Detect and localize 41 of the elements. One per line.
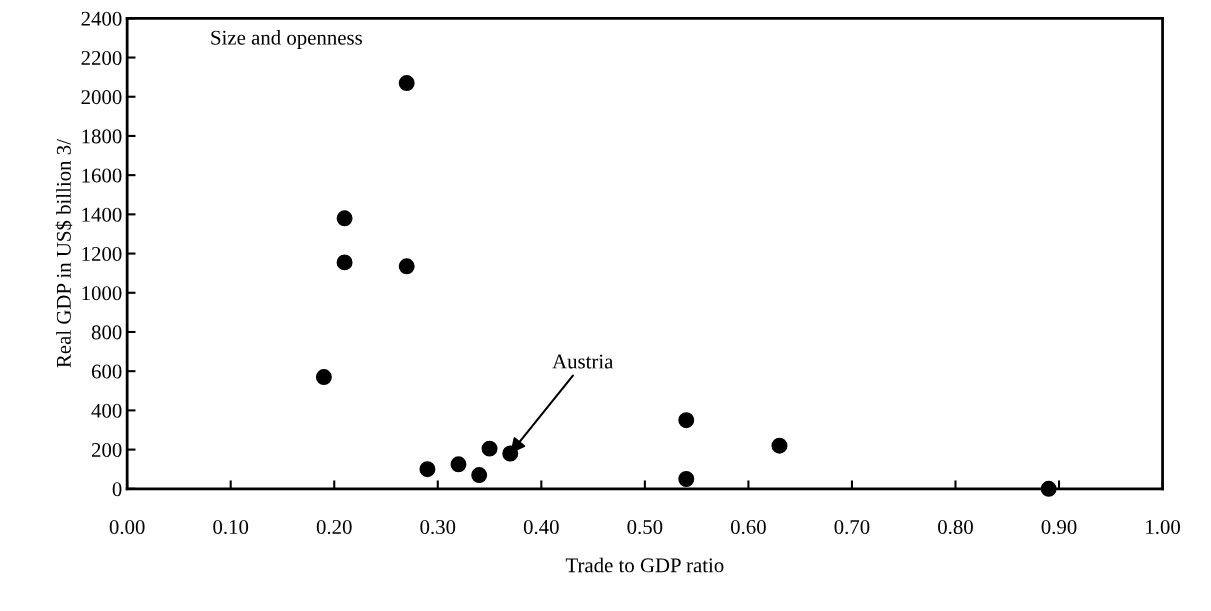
y-tick-label: 400 [91, 403, 122, 418]
y-tick-label: 1400 [82, 207, 122, 222]
y-tick-label: 800 [91, 325, 122, 340]
x-tick-label: 1.00 [1146, 519, 1180, 535]
y-tick-label: 1200 [82, 246, 122, 261]
annotation: Austria [552, 354, 614, 369]
x-tick-label: 0.70 [834, 519, 870, 535]
text: Size and openness [211, 30, 362, 49]
x-tick-label: 0.80 [938, 519, 973, 535]
y-tick-label: 2200 [81, 50, 122, 65]
point [336, 254, 353, 271]
y-tick-label: 0 [112, 482, 122, 497]
y-tick-label: 2000 [81, 90, 122, 105]
x-tick-label: 0.90 [1041, 519, 1077, 535]
x-tick-label: 0.10 [213, 519, 249, 535]
x-tick-label: 0.50 [627, 519, 663, 535]
x-tick-label: 0.60 [730, 519, 766, 535]
y-axis-title: Real GDP in US$ billion 3/ [55, 139, 73, 368]
point [398, 258, 415, 275]
x-axis-title: Trade to GDP ratio [565, 557, 724, 573]
y-tick-label: 1800 [82, 129, 122, 144]
point [419, 461, 436, 478]
point [771, 437, 788, 454]
y-tick-label: 1000 [82, 286, 122, 301]
x-tick-label: 0.30 [420, 519, 456, 535]
point [315, 369, 332, 386]
point [1040, 480, 1057, 497]
point [398, 75, 415, 91]
y-tick-label: 200 [91, 442, 122, 458]
x-tick-label: 0.00 [109, 519, 145, 535]
point [481, 440, 498, 457]
point [678, 471, 695, 487]
y-tick-label: 600 [91, 364, 122, 379]
point [678, 412, 695, 429]
x-tick-label: 0.20 [316, 519, 352, 535]
y-tick-label: 2400 [81, 11, 122, 26]
y-tick-label: 1600 [82, 168, 122, 183]
point [336, 210, 353, 227]
x-tick-label: 0.40 [523, 519, 559, 535]
point [450, 456, 467, 473]
point [471, 467, 488, 484]
